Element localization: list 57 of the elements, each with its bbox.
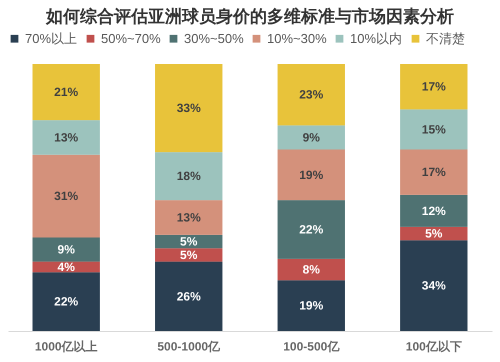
bar xyxy=(155,262,222,331)
legend-label: 50%~70% xyxy=(101,30,162,46)
data-label: 8% xyxy=(302,262,320,277)
x-tick-label: 500-1000亿 xyxy=(157,340,222,354)
data-label: 4% xyxy=(58,260,76,274)
data-label: 31% xyxy=(54,189,79,204)
legend-label: 10%~30% xyxy=(267,30,328,46)
data-label: 23% xyxy=(299,88,324,102)
data-label: 9% xyxy=(302,130,320,144)
bar xyxy=(278,200,345,259)
data-label: 18% xyxy=(176,169,202,184)
data-label: 19% xyxy=(299,298,324,313)
bar xyxy=(155,152,222,200)
chart-title: 如何综合评估亚洲球员身价的多维标准与市场因素分析 xyxy=(45,7,454,26)
legend-label: 70%以上 xyxy=(25,30,78,46)
x-tick-label: 100亿以下 xyxy=(406,340,462,354)
data-label: 5% xyxy=(180,234,198,249)
data-label: 34% xyxy=(422,278,446,293)
data-label: 5% xyxy=(425,226,443,241)
bar xyxy=(32,238,100,262)
data-label: 15% xyxy=(422,122,446,136)
data-label: 5% xyxy=(180,248,198,262)
bar xyxy=(32,120,100,155)
data-label: 22% xyxy=(299,222,324,237)
bar xyxy=(278,125,345,150)
bar xyxy=(400,64,468,110)
bar xyxy=(32,154,100,238)
data-label: 22% xyxy=(54,294,79,309)
data-label: 33% xyxy=(176,101,202,116)
bar xyxy=(155,64,222,152)
data-label: 12% xyxy=(422,204,446,218)
bar xyxy=(278,258,345,280)
bar xyxy=(155,200,222,235)
bar xyxy=(32,64,100,120)
bar xyxy=(32,262,100,272)
bar xyxy=(278,64,345,126)
data-label: 17% xyxy=(422,80,446,94)
bar xyxy=(32,272,100,331)
legend-label: 不清楚 xyxy=(426,30,465,46)
legend-label: 10%以内 xyxy=(350,30,402,46)
data-label: 13% xyxy=(54,130,79,144)
bar xyxy=(400,109,468,150)
data-label: 26% xyxy=(176,289,202,304)
bar xyxy=(400,149,468,195)
data-label: 9% xyxy=(58,242,76,257)
data-label: 13% xyxy=(176,210,202,225)
bar xyxy=(400,194,468,227)
bar xyxy=(155,248,222,262)
bar xyxy=(278,149,345,200)
x-tick-label: 1000亿以上 xyxy=(34,340,98,354)
data-label: 21% xyxy=(54,85,79,100)
data-label: 17% xyxy=(422,165,446,180)
bar xyxy=(400,240,468,331)
data-label: 19% xyxy=(299,168,324,182)
x-tick-label: 100-500亿 xyxy=(283,340,340,354)
legend-label: 30%~50% xyxy=(184,30,244,46)
bar xyxy=(278,280,345,331)
